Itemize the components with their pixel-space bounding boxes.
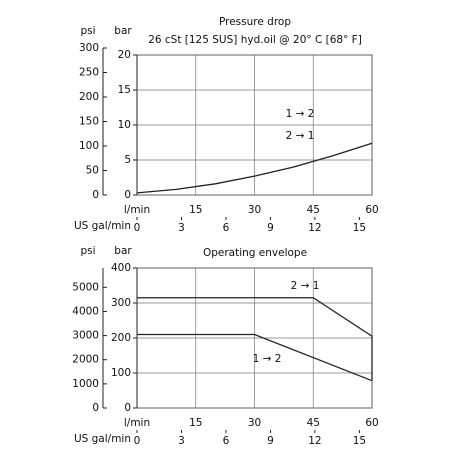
x-axis-label: l/min (124, 204, 150, 216)
x-tick-label: 45 (307, 204, 320, 216)
x2-tick-label: 3 (178, 435, 185, 447)
y2-tick-label: 50 (86, 165, 99, 177)
x2-tick-label: 12 (308, 435, 321, 447)
y-tick-label: 10 (118, 119, 131, 131)
y2-tick-label: 200 (79, 91, 99, 103)
y2-tick-label: 5000 (72, 281, 99, 293)
x2-tick-label: 15 (353, 222, 366, 234)
y-axis-label: bar (114, 245, 132, 257)
y-tick-label: 0 (124, 402, 131, 414)
y-tick-label: 5 (124, 154, 131, 166)
x2-tick-label: 9 (267, 222, 274, 234)
x2-axis-label: US gal/min (74, 433, 131, 445)
y-axis-label: bar (114, 25, 132, 37)
y2-tick-label: 300 (79, 42, 99, 54)
y-tick-label: 15 (118, 84, 131, 96)
y2-tick-label: 250 (79, 67, 99, 79)
x2-tick-label: 6 (223, 435, 230, 447)
y-tick-label: 200 (111, 332, 131, 344)
chart-title: Operating envelope (203, 247, 307, 259)
y2-tick-label: 4000 (72, 305, 99, 317)
x-tick-label: 30 (248, 417, 261, 429)
x-tick-label: 15 (189, 204, 202, 216)
x2-axis-label: US gal/min (74, 220, 131, 232)
series-line (137, 333, 373, 382)
x-tick-label: 60 (365, 204, 378, 216)
y-tick-label: 100 (111, 367, 131, 379)
x2-tick-label: 0 (134, 222, 141, 234)
y-tick-label: 0 (124, 189, 131, 201)
x-tick-label: 60 (365, 417, 378, 429)
x-tick-label: 30 (248, 204, 261, 216)
x-tick-label: 45 (307, 417, 320, 429)
chart-title: Pressure drop (219, 16, 291, 28)
y-tick-label: 20 (118, 49, 131, 61)
annotation: 2 → 1 (286, 130, 315, 142)
y2-tick-label: 0 (92, 402, 99, 414)
series-label: 2 → 1 (291, 280, 320, 292)
x2-tick-label: 12 (308, 222, 321, 234)
annotation: 1 → 2 (286, 108, 315, 120)
y-tick-label: 400 (111, 262, 131, 274)
y2-tick-label: 150 (79, 116, 99, 128)
y2-axis-label: psi (80, 245, 95, 257)
x2-tick-label: 15 (353, 435, 366, 447)
x-tick-label: 15 (189, 417, 202, 429)
y2-tick-label: 1000 (72, 378, 99, 390)
series-label: 1 → 2 (253, 353, 282, 365)
x-axis-label: l/min (124, 417, 150, 429)
y2-axis-label: psi (80, 25, 95, 37)
y-tick-label: 300 (111, 297, 131, 309)
series-line (137, 297, 373, 380)
x2-tick-label: 9 (267, 435, 274, 447)
x2-tick-label: 3 (178, 222, 185, 234)
x2-tick-label: 6 (223, 222, 230, 234)
y2-tick-label: 100 (79, 140, 99, 152)
x2-tick-label: 0 (134, 435, 141, 447)
y2-tick-label: 2000 (72, 354, 99, 366)
y2-tick-label: 0 (92, 189, 99, 201)
series-line (136, 142, 373, 194)
chart-subtitle: 26 cSt [125 SUS] hyd.oil @ 20° C [68° F] (148, 34, 362, 46)
y2-tick-label: 3000 (72, 330, 99, 342)
